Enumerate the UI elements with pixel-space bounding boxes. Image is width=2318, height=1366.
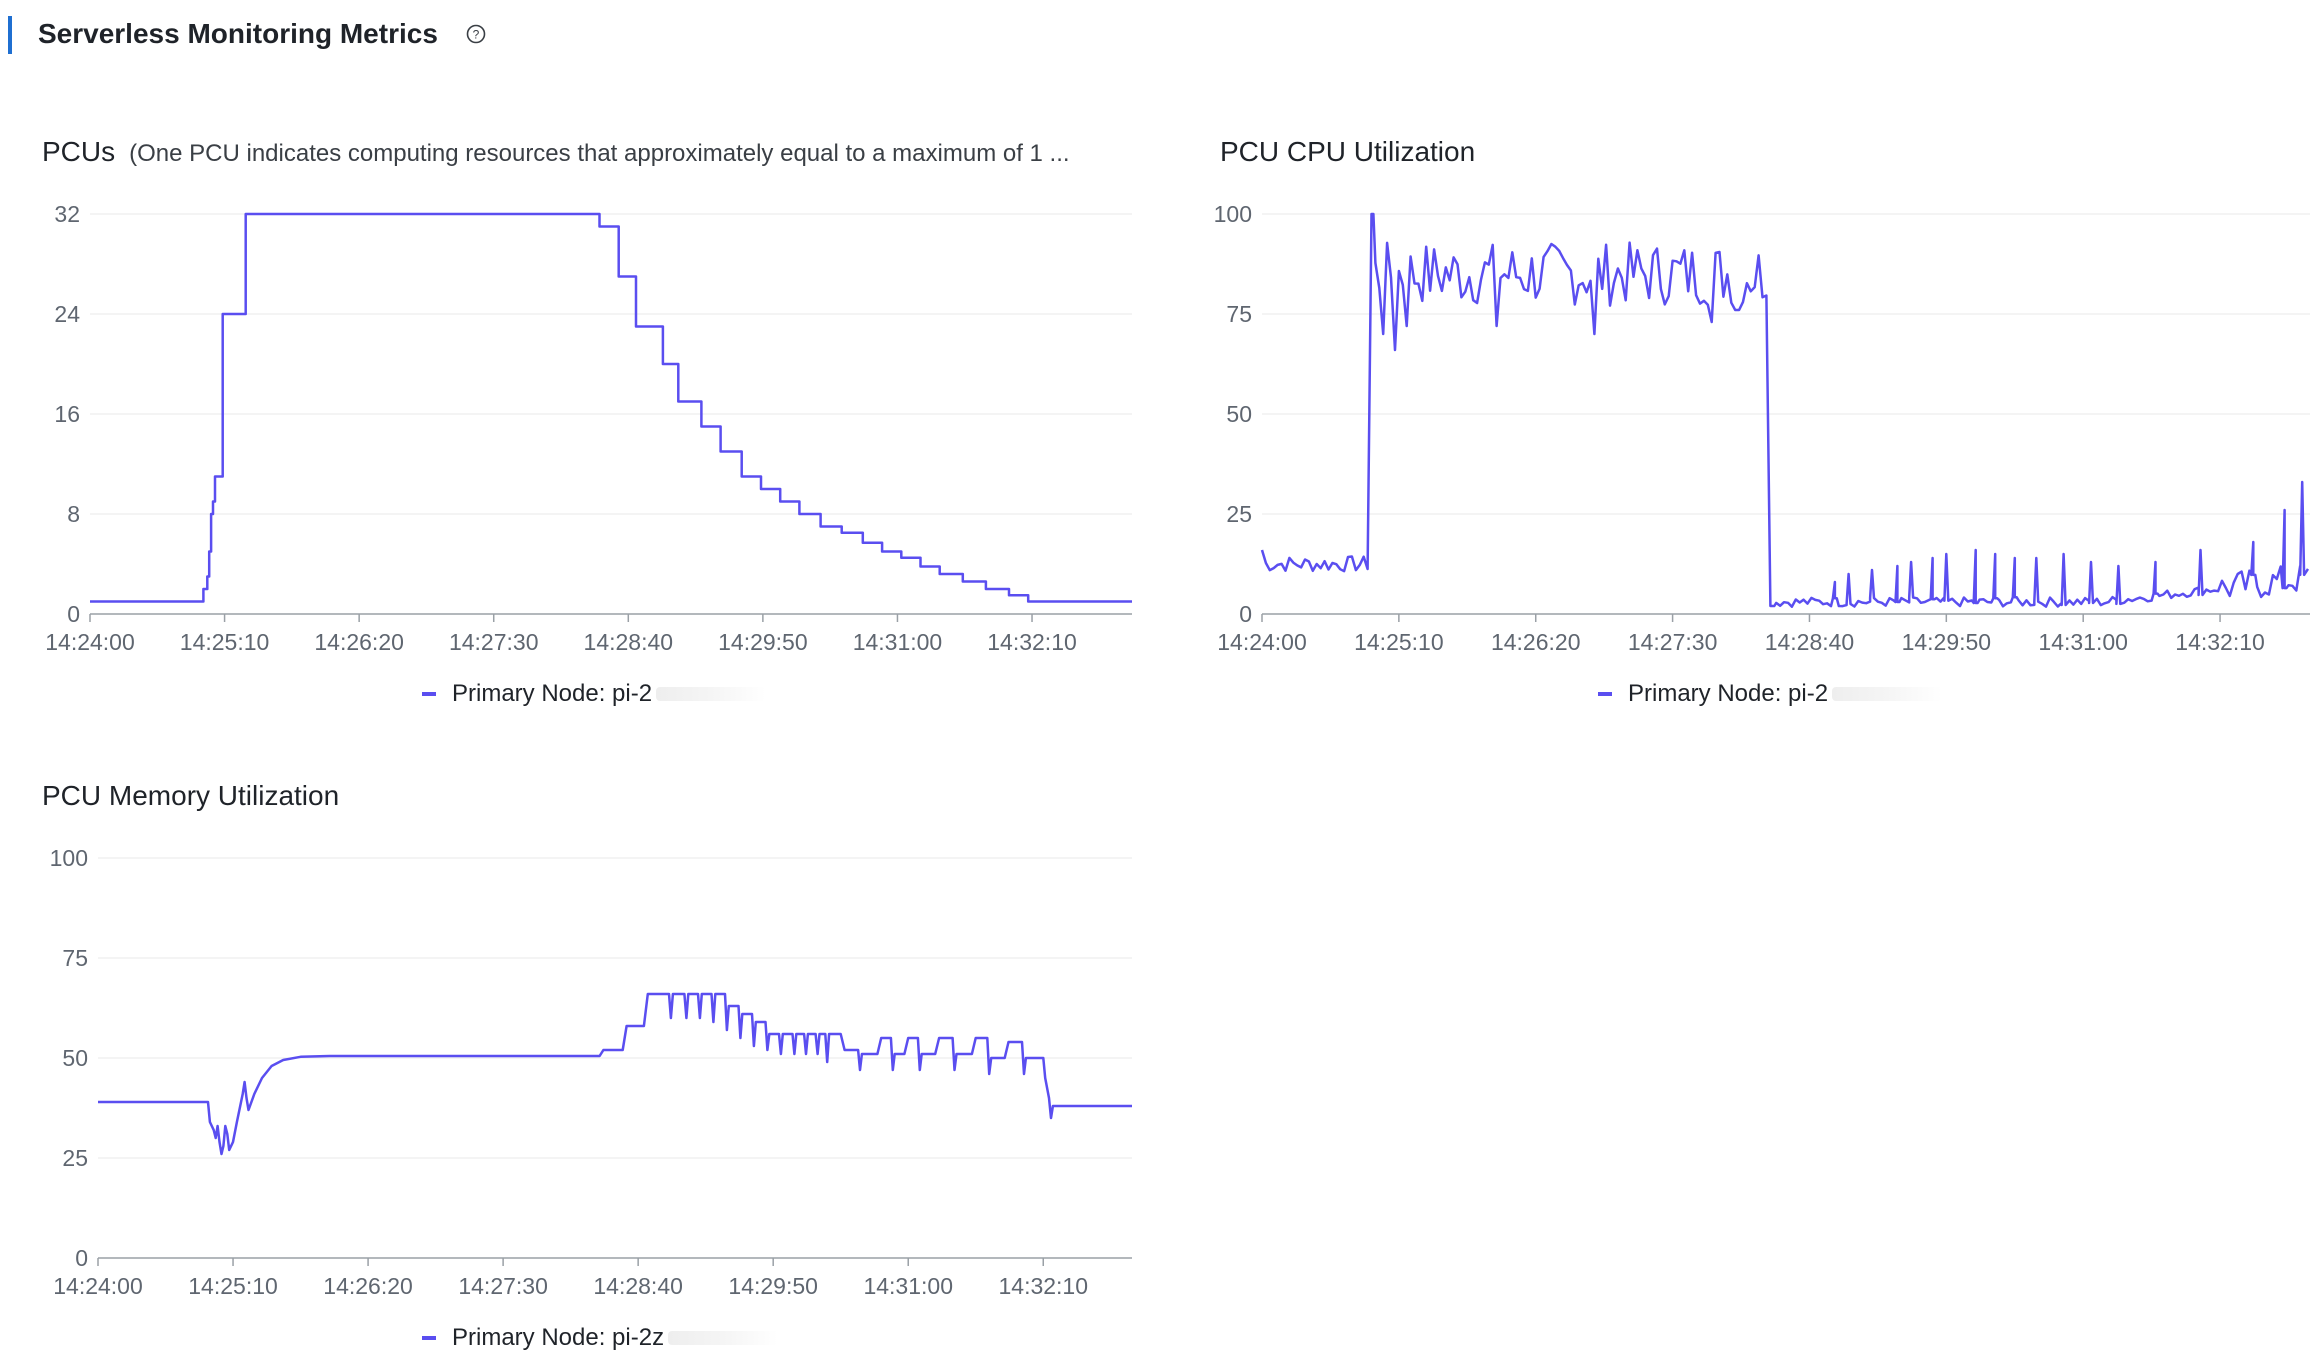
x-tick-label: 14:27:30 [458, 1273, 548, 1299]
x-tick-label: 14:31:00 [863, 1273, 953, 1299]
cpu-legend[interactable]: Primary Node: pi-2 [1598, 680, 1943, 708]
y-tick-label: 32 [54, 201, 80, 227]
x-tick-label: 14:32:10 [998, 1273, 1088, 1299]
x-tick-label: 14:32:10 [987, 629, 1077, 655]
y-tick-label: 100 [1214, 201, 1252, 227]
page-title: Serverless Monitoring Metrics [38, 18, 438, 49]
y-tick-label: 24 [54, 301, 80, 327]
redacted-blur [656, 687, 767, 701]
y-tick-label: 0 [1239, 601, 1252, 627]
pcus-chart-title: PCUs [42, 136, 116, 167]
y-tick-label: 0 [67, 601, 80, 627]
y-tick-label: 8 [67, 501, 80, 527]
x-tick-label: 14:25:10 [188, 1273, 278, 1299]
help-circle-icon[interactable]: ? [466, 24, 486, 44]
cpu-chart[interactable]: 0 25 50 75 100 14:24:00 14:25:10 14:26:20 14:27:… [1214, 184, 2310, 655]
x-tick-label: 14:28:40 [593, 1273, 683, 1299]
legend-swatch [422, 1336, 436, 1340]
x-tick-label: 14:24:00 [45, 629, 135, 655]
y-tick-label: 25 [62, 1145, 88, 1171]
x-tick-label: 14:26:20 [314, 629, 404, 655]
x-tick-label: 14:24:00 [1217, 629, 1307, 655]
memory-legend-label: Primary Node: pi-2z [452, 1324, 665, 1351]
series-line [90, 212, 1132, 603]
memory-chart[interactable]: 0 25 50 75 100 14:24:00 14:25:10 14:26:20 14:27:… [42, 828, 1162, 1299]
memory-chart-title: PCU Memory Utilization [42, 780, 340, 811]
x-tick-label: 14:27:30 [449, 629, 539, 655]
x-tick-label: 14:32:10 [2175, 629, 2265, 655]
redacted-blur [668, 1331, 779, 1345]
x-tick-label: 14:29:50 [1902, 629, 1992, 655]
x-tick-label: 14:29:50 [718, 629, 808, 655]
cpu-chart-title: PCU CPU Utilization [1220, 136, 1476, 167]
x-tick-label: 14:25:10 [1354, 629, 1444, 655]
x-tick-label: 14:31:00 [2038, 629, 2128, 655]
y-tick-label: 75 [1226, 301, 1252, 327]
y-tick-label: 50 [62, 1045, 88, 1071]
x-tick-label: 14:28:40 [1765, 629, 1855, 655]
pcus-title-row: PCUs (One PCU indicates computing resourc… [42, 134, 1070, 172]
pcus-chart-subtitle: (One PCU indicates computing resources t… [129, 140, 1070, 167]
legend-swatch [422, 692, 436, 696]
pcus-chart[interactable]: 0 8 16 24 32 14:24:00 14:25:10 14:26:20 14:27:30… [42, 184, 1162, 655]
svg-text:?: ? [473, 28, 480, 42]
pcus-legend-label: Primary Node: pi-2 [452, 680, 653, 707]
legend-swatch [1598, 692, 1612, 696]
x-tick-label: 14:29:50 [728, 1273, 818, 1299]
cpu-legend-label: Primary Node: pi-2 [1628, 680, 1829, 707]
x-tick-label: 14:24:00 [53, 1273, 143, 1299]
series-line [98, 992, 1132, 1156]
series-line [1260, 212, 2310, 608]
y-tick-label: 50 [1226, 401, 1252, 427]
y-tick-label: 100 [50, 845, 88, 871]
x-tick-label: 14:27:30 [1628, 629, 1718, 655]
redacted-blur [1832, 687, 1943, 701]
memory-legend[interactable]: Primary Node: pi-2z [422, 1324, 779, 1352]
y-tick-label: 75 [62, 945, 88, 971]
x-tick-label: 14:28:40 [584, 629, 674, 655]
header-accent-bar [8, 16, 12, 54]
x-tick-label: 14:26:20 [323, 1273, 413, 1299]
section-header: Serverless Monitoring Metrics ? [0, 0, 2318, 70]
y-tick-label: 16 [54, 401, 80, 427]
y-tick-label: 25 [1226, 501, 1252, 527]
x-tick-label: 14:31:00 [853, 629, 943, 655]
y-tick-label: 0 [75, 1245, 88, 1271]
x-tick-label: 14:26:20 [1491, 629, 1581, 655]
pcus-legend[interactable]: Primary Node: pi-2 [422, 680, 767, 708]
cpu-panel: PCU CPU Utilization 0 25 50 75 100 14:24:00 14… [1214, 134, 2310, 734]
pcus-panel: PCUs (One PCU indicates computing resourc… [42, 134, 1162, 734]
x-tick-label: 14:25:10 [180, 629, 270, 655]
memory-panel: PCU Memory Utilization 0 25 50 75 100 14:24:0… [42, 778, 1162, 1358]
